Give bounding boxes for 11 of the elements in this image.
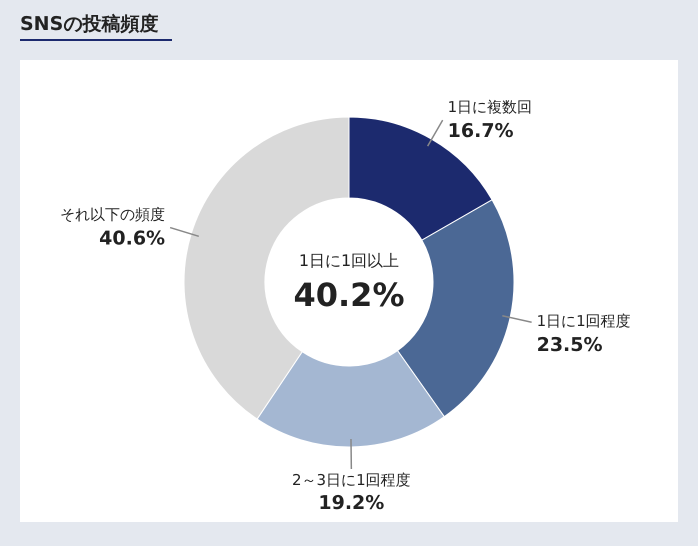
data-label: 19.2% [318, 492, 384, 514]
data-label: 40.6% [99, 228, 166, 250]
slice-label: 2～3日に1回程度 [292, 470, 411, 489]
slice-label: 1日に1回程度 [536, 312, 631, 330]
slice-label: それ以下の頻度 [60, 206, 166, 224]
slice-label: 1日に複数回 [448, 98, 532, 116]
chart-title: SNSの投稿頻度 [20, 13, 158, 35]
text: 40.2% [293, 276, 405, 314]
text: 1日に1回以上 [298, 251, 400, 270]
data-label: 23.5% [536, 334, 603, 356]
data-label: 16.7% [448, 120, 514, 142]
